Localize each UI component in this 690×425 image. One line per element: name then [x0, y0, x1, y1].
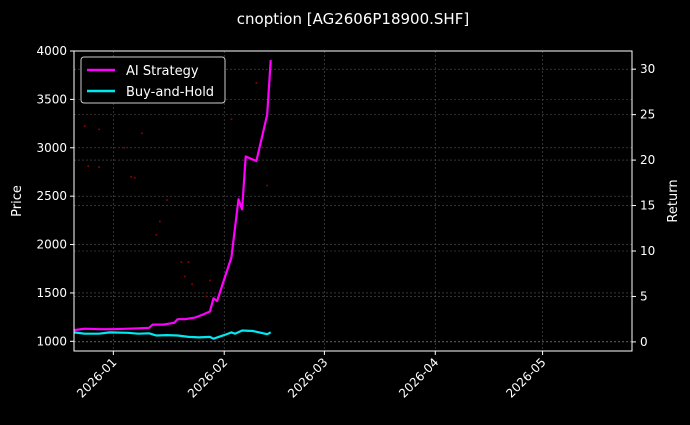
- y-tick-label-right: 5: [640, 289, 648, 303]
- price-point: [230, 118, 233, 121]
- y-tick-label-left: 2500: [36, 189, 67, 203]
- legend-box: [80, 56, 226, 104]
- y-tick-label-right: 30: [640, 62, 655, 76]
- price-point: [98, 128, 101, 131]
- price-point: [266, 184, 269, 187]
- y-tick-label-right: 0: [640, 335, 648, 349]
- x-tick-label: 2026-04: [396, 355, 441, 400]
- plot-frame: [73, 50, 633, 352]
- y-tick-label-right: 20: [640, 153, 655, 167]
- y-axis-label-left: Price: [10, 185, 25, 217]
- y-tick-label-left: 2000: [36, 238, 67, 252]
- x-tick-label: 2026-01: [74, 355, 119, 400]
- price-point: [158, 220, 161, 223]
- price-point: [191, 283, 194, 286]
- price-point: [130, 175, 133, 178]
- y-tick-label-left: 3000: [36, 141, 67, 155]
- price-point: [255, 81, 258, 84]
- price-point: [83, 125, 86, 128]
- price-point: [180, 260, 183, 263]
- price-point: [166, 199, 168, 202]
- price-point: [133, 176, 136, 179]
- price-point: [183, 275, 186, 278]
- price-point: [87, 165, 90, 168]
- y-tick-label-left: 1000: [36, 334, 67, 348]
- price-point: [123, 146, 126, 149]
- x-tick-label: 2026-02: [185, 355, 230, 400]
- price-point: [208, 279, 211, 282]
- legend-label-buy-and-hold: Buy-and-Hold: [126, 85, 214, 100]
- y-tick-label-right: 25: [640, 108, 655, 122]
- price-point: [98, 166, 101, 169]
- price-point: [140, 132, 143, 135]
- legend-label-ai-strategy: AI Strategy: [126, 64, 199, 79]
- price-point: [155, 233, 158, 236]
- chart-title: cnoption [AG2606P18900.SHF]: [237, 10, 469, 28]
- y-tick-label-left: 3500: [36, 92, 67, 106]
- y-axis-label-right: Return: [666, 179, 681, 222]
- y-tick-label-right: 15: [640, 199, 655, 213]
- legend: AI Strategy Buy-and-Hold: [80, 56, 226, 104]
- series-marks: [73, 60, 272, 340]
- price-point: [205, 295, 208, 298]
- x-tick-label: 2026-05: [503, 355, 548, 400]
- x-tick-label: 2026-03: [285, 355, 330, 400]
- y-tick-label-left: 4000: [36, 44, 67, 58]
- y-tick-label-left: 1500: [36, 286, 67, 300]
- buy-and-hold-line: [73, 329, 272, 340]
- ai-strategy-line: [73, 60, 272, 332]
- y-tick-label-right: 10: [640, 244, 655, 258]
- price-point: [187, 260, 190, 263]
